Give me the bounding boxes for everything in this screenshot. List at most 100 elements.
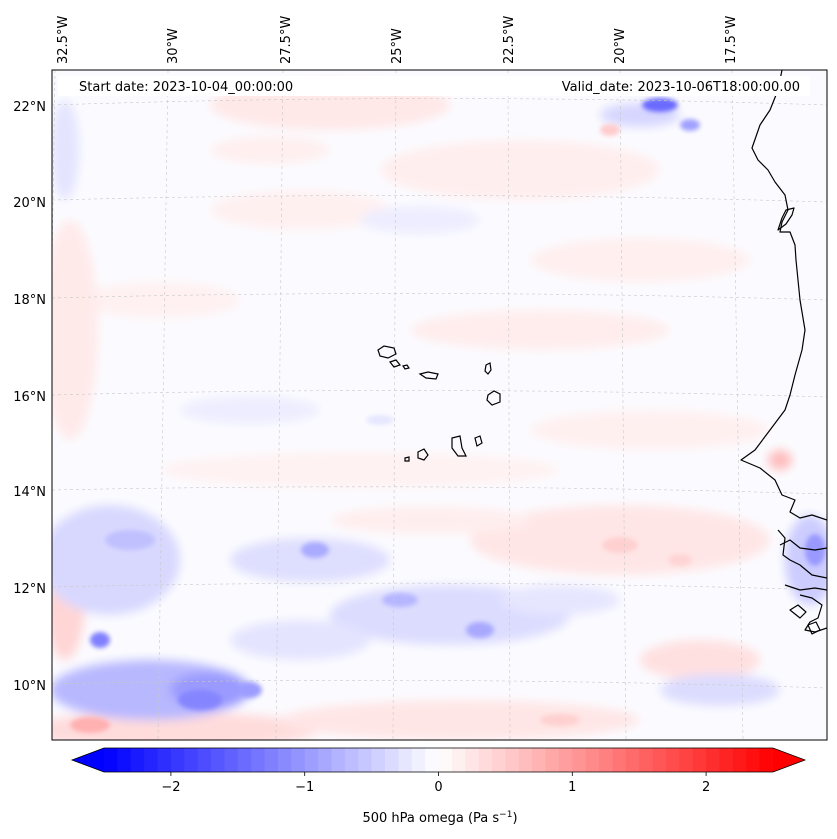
colorbar-swatch <box>130 748 145 772</box>
gridline-lon-17-5 <box>731 70 744 740</box>
colorbar-tick-label: −1 <box>295 780 314 795</box>
casamance-coast <box>777 529 827 579</box>
colorbar-ticks: −2 −1 0 1 2 <box>161 772 710 795</box>
colorbar-extend-max <box>773 748 805 772</box>
gridline-lat-22 <box>52 98 827 106</box>
bijagos-coast <box>799 594 827 633</box>
colorbar-swatch <box>759 748 774 772</box>
island-sao-vicente <box>388 359 402 368</box>
colorbar-swatch <box>732 748 747 772</box>
colorbar-swatch <box>170 748 185 772</box>
colorbar-tick-label: 2 <box>702 780 710 795</box>
colorbar: −2 −1 0 1 2 500 hPa omega (Pa s−1) <box>70 747 807 826</box>
lon-label-25w: 25°W <box>390 28 405 64</box>
gridline-lat-12 <box>52 582 827 591</box>
lon-label-20w: 20°W <box>613 28 628 64</box>
gridline-lat-14 <box>52 486 827 495</box>
colorbar-tick-label: −2 <box>161 780 180 795</box>
omega-shading <box>52 80 827 740</box>
gridline-lat-18 <box>52 293 827 301</box>
colorbar-swatch <box>518 748 533 772</box>
colorbar-swatch <box>197 748 212 772</box>
colorbar-swatch <box>318 748 332 772</box>
colorbar-swatch <box>425 748 439 772</box>
colorbar-swatch <box>612 748 627 772</box>
colorbar-swatch <box>344 748 359 772</box>
colorbar-swatch <box>291 748 306 772</box>
gridline-lon-30 <box>157 70 169 740</box>
coastline <box>740 70 827 635</box>
colorbar-swatch <box>264 748 279 772</box>
colorbar-swatch <box>411 748 426 772</box>
colorbar-swatch <box>665 748 680 772</box>
colorbar-swatch <box>625 748 640 772</box>
colorbar-swatch <box>144 748 159 772</box>
colorbar-swatch <box>599 748 613 772</box>
island-boa-vista <box>486 390 501 406</box>
island-sao-nicolau <box>418 371 439 380</box>
lon-label-22-5w: 22.5°W <box>502 16 517 64</box>
island-fogo <box>417 448 429 461</box>
lon-label-17-5w: 17.5°W <box>724 16 739 64</box>
coast-inlet-north <box>777 207 795 231</box>
map-frame <box>51 69 828 741</box>
colorbar-swatch <box>679 748 694 772</box>
gridline-lat-20 <box>52 195 827 203</box>
colorbar-swatch <box>398 748 413 772</box>
omega-field <box>52 80 827 740</box>
colorbar-swatch <box>572 748 587 772</box>
lon-label-27-5w: 27.5°W <box>279 16 294 64</box>
colorbar-tick-label: 0 <box>434 780 442 795</box>
lat-label-18n: 18°N <box>13 293 46 308</box>
lon-label-32-5w: 32.5°W <box>56 16 71 64</box>
colorbar-swatch <box>478 748 493 772</box>
colorbar-swatch <box>505 748 520 772</box>
gridline-lon-22-5 <box>507 70 511 740</box>
cape-verde-islands <box>377 345 501 462</box>
colorbar-swatch <box>184 748 199 772</box>
colorbar-swatch <box>331 748 346 772</box>
island-santiago <box>451 435 467 457</box>
lon-label-30w: 30°W <box>166 28 181 64</box>
colorbar-swatch <box>277 748 292 772</box>
island-santa-luzia <box>402 364 410 370</box>
map-panel: Start date: 2023-10-04_00:00:00 Valid_da… <box>51 69 828 741</box>
colorbar-swatch <box>639 748 654 772</box>
gridline-lon-25 <box>392 70 397 740</box>
colorbar-swatch <box>251 748 266 772</box>
colorbar-swatch <box>465 748 480 772</box>
guinea-bissau-coast <box>784 584 827 591</box>
colorbar-swatch <box>157 748 172 772</box>
island-santo-antao <box>377 345 397 359</box>
island-maio <box>474 435 483 447</box>
colorbar-swatch <box>211 748 225 772</box>
lat-label-10n: 10°N <box>13 679 46 694</box>
colorbar-swatch <box>545 748 560 772</box>
gambia-coast <box>779 539 827 551</box>
gridline-lat-16 <box>52 390 827 398</box>
gridline-lat-10 <box>52 680 827 689</box>
colorbar-swatch <box>451 748 466 772</box>
island-bijagos-a <box>789 604 807 619</box>
island-bijagos-b <box>807 621 821 635</box>
colorbar-tick-label: 1 <box>568 780 576 795</box>
colorbar-swatch <box>532 748 547 772</box>
colorbar-outline <box>70 747 807 773</box>
colorbar-extend-min <box>72 748 104 772</box>
colorbar-swatch <box>719 748 734 772</box>
colorbar-swatch <box>585 748 600 772</box>
longitude-labels: 32.5°W 30°W 27.5°W 25°W 22.5°W 20°W 17.5… <box>56 16 739 64</box>
date-banner <box>58 76 810 96</box>
colorbar-swatch <box>358 748 373 772</box>
lat-label-14n: 14°N <box>13 485 46 500</box>
colorbar-swatch <box>652 748 667 772</box>
colorbar-swatch <box>492 748 506 772</box>
african-coast <box>740 70 827 521</box>
colorbar-swatch <box>706 748 720 772</box>
colorbar-swatch <box>438 748 453 772</box>
colorbar-swatch <box>384 748 399 772</box>
lat-label-20n: 20°N <box>13 196 46 211</box>
colorbar-swatch <box>304 748 319 772</box>
colorbar-swatch <box>104 748 118 772</box>
